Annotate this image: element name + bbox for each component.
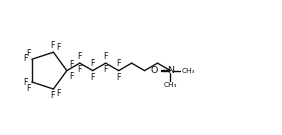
Text: F: F bbox=[69, 72, 74, 81]
Text: F: F bbox=[27, 84, 31, 93]
Text: CH₃: CH₃ bbox=[164, 82, 177, 88]
Text: F: F bbox=[116, 59, 121, 68]
Text: F: F bbox=[78, 65, 82, 75]
Text: F: F bbox=[91, 73, 95, 82]
Text: O: O bbox=[151, 66, 158, 75]
Text: F: F bbox=[50, 91, 54, 100]
Text: F: F bbox=[116, 73, 121, 82]
Text: N: N bbox=[167, 66, 174, 75]
Text: F: F bbox=[69, 60, 74, 69]
Text: F: F bbox=[103, 65, 108, 75]
Text: F: F bbox=[56, 43, 61, 52]
Text: F: F bbox=[78, 52, 82, 61]
Text: CH₃: CH₃ bbox=[182, 68, 195, 74]
Text: F: F bbox=[23, 54, 27, 63]
Text: F: F bbox=[91, 59, 95, 68]
Text: F: F bbox=[23, 78, 27, 87]
Text: F: F bbox=[27, 49, 31, 58]
Text: F: F bbox=[56, 89, 61, 98]
Text: F: F bbox=[103, 52, 108, 61]
Text: F: F bbox=[50, 41, 54, 50]
